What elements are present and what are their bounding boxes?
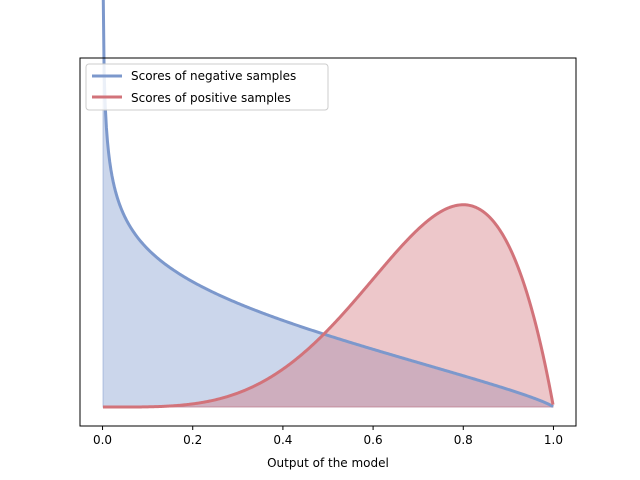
series-lines	[101, 0, 555, 409]
plot-frame	[79, 57, 577, 427]
x-axis-label: Output of the model	[267, 456, 389, 470]
series-areas	[102, 0, 554, 408]
x-tick-label: 1.0	[544, 433, 563, 447]
x-tick-label: 0.4	[273, 433, 292, 447]
x-tick-label: 0.2	[183, 433, 202, 447]
legend-label-negative: Scores of negative samples	[131, 69, 296, 83]
legend: Scores of negative samples Scores of pos…	[85, 63, 329, 111]
x-axis-ticks: 0.0 0.2 0.4 0.6 0.8 1.0	[93, 426, 563, 447]
x-tick-label: 0.0	[93, 433, 112, 447]
x-tick-label: 0.6	[364, 433, 383, 447]
line-series-0	[101, 0, 554, 408]
x-tick-label: 0.8	[454, 433, 473, 447]
line-series-1	[102, 203, 555, 409]
legend-box	[85, 63, 329, 111]
legend-label-positive: Scores of positive samples	[131, 91, 291, 105]
